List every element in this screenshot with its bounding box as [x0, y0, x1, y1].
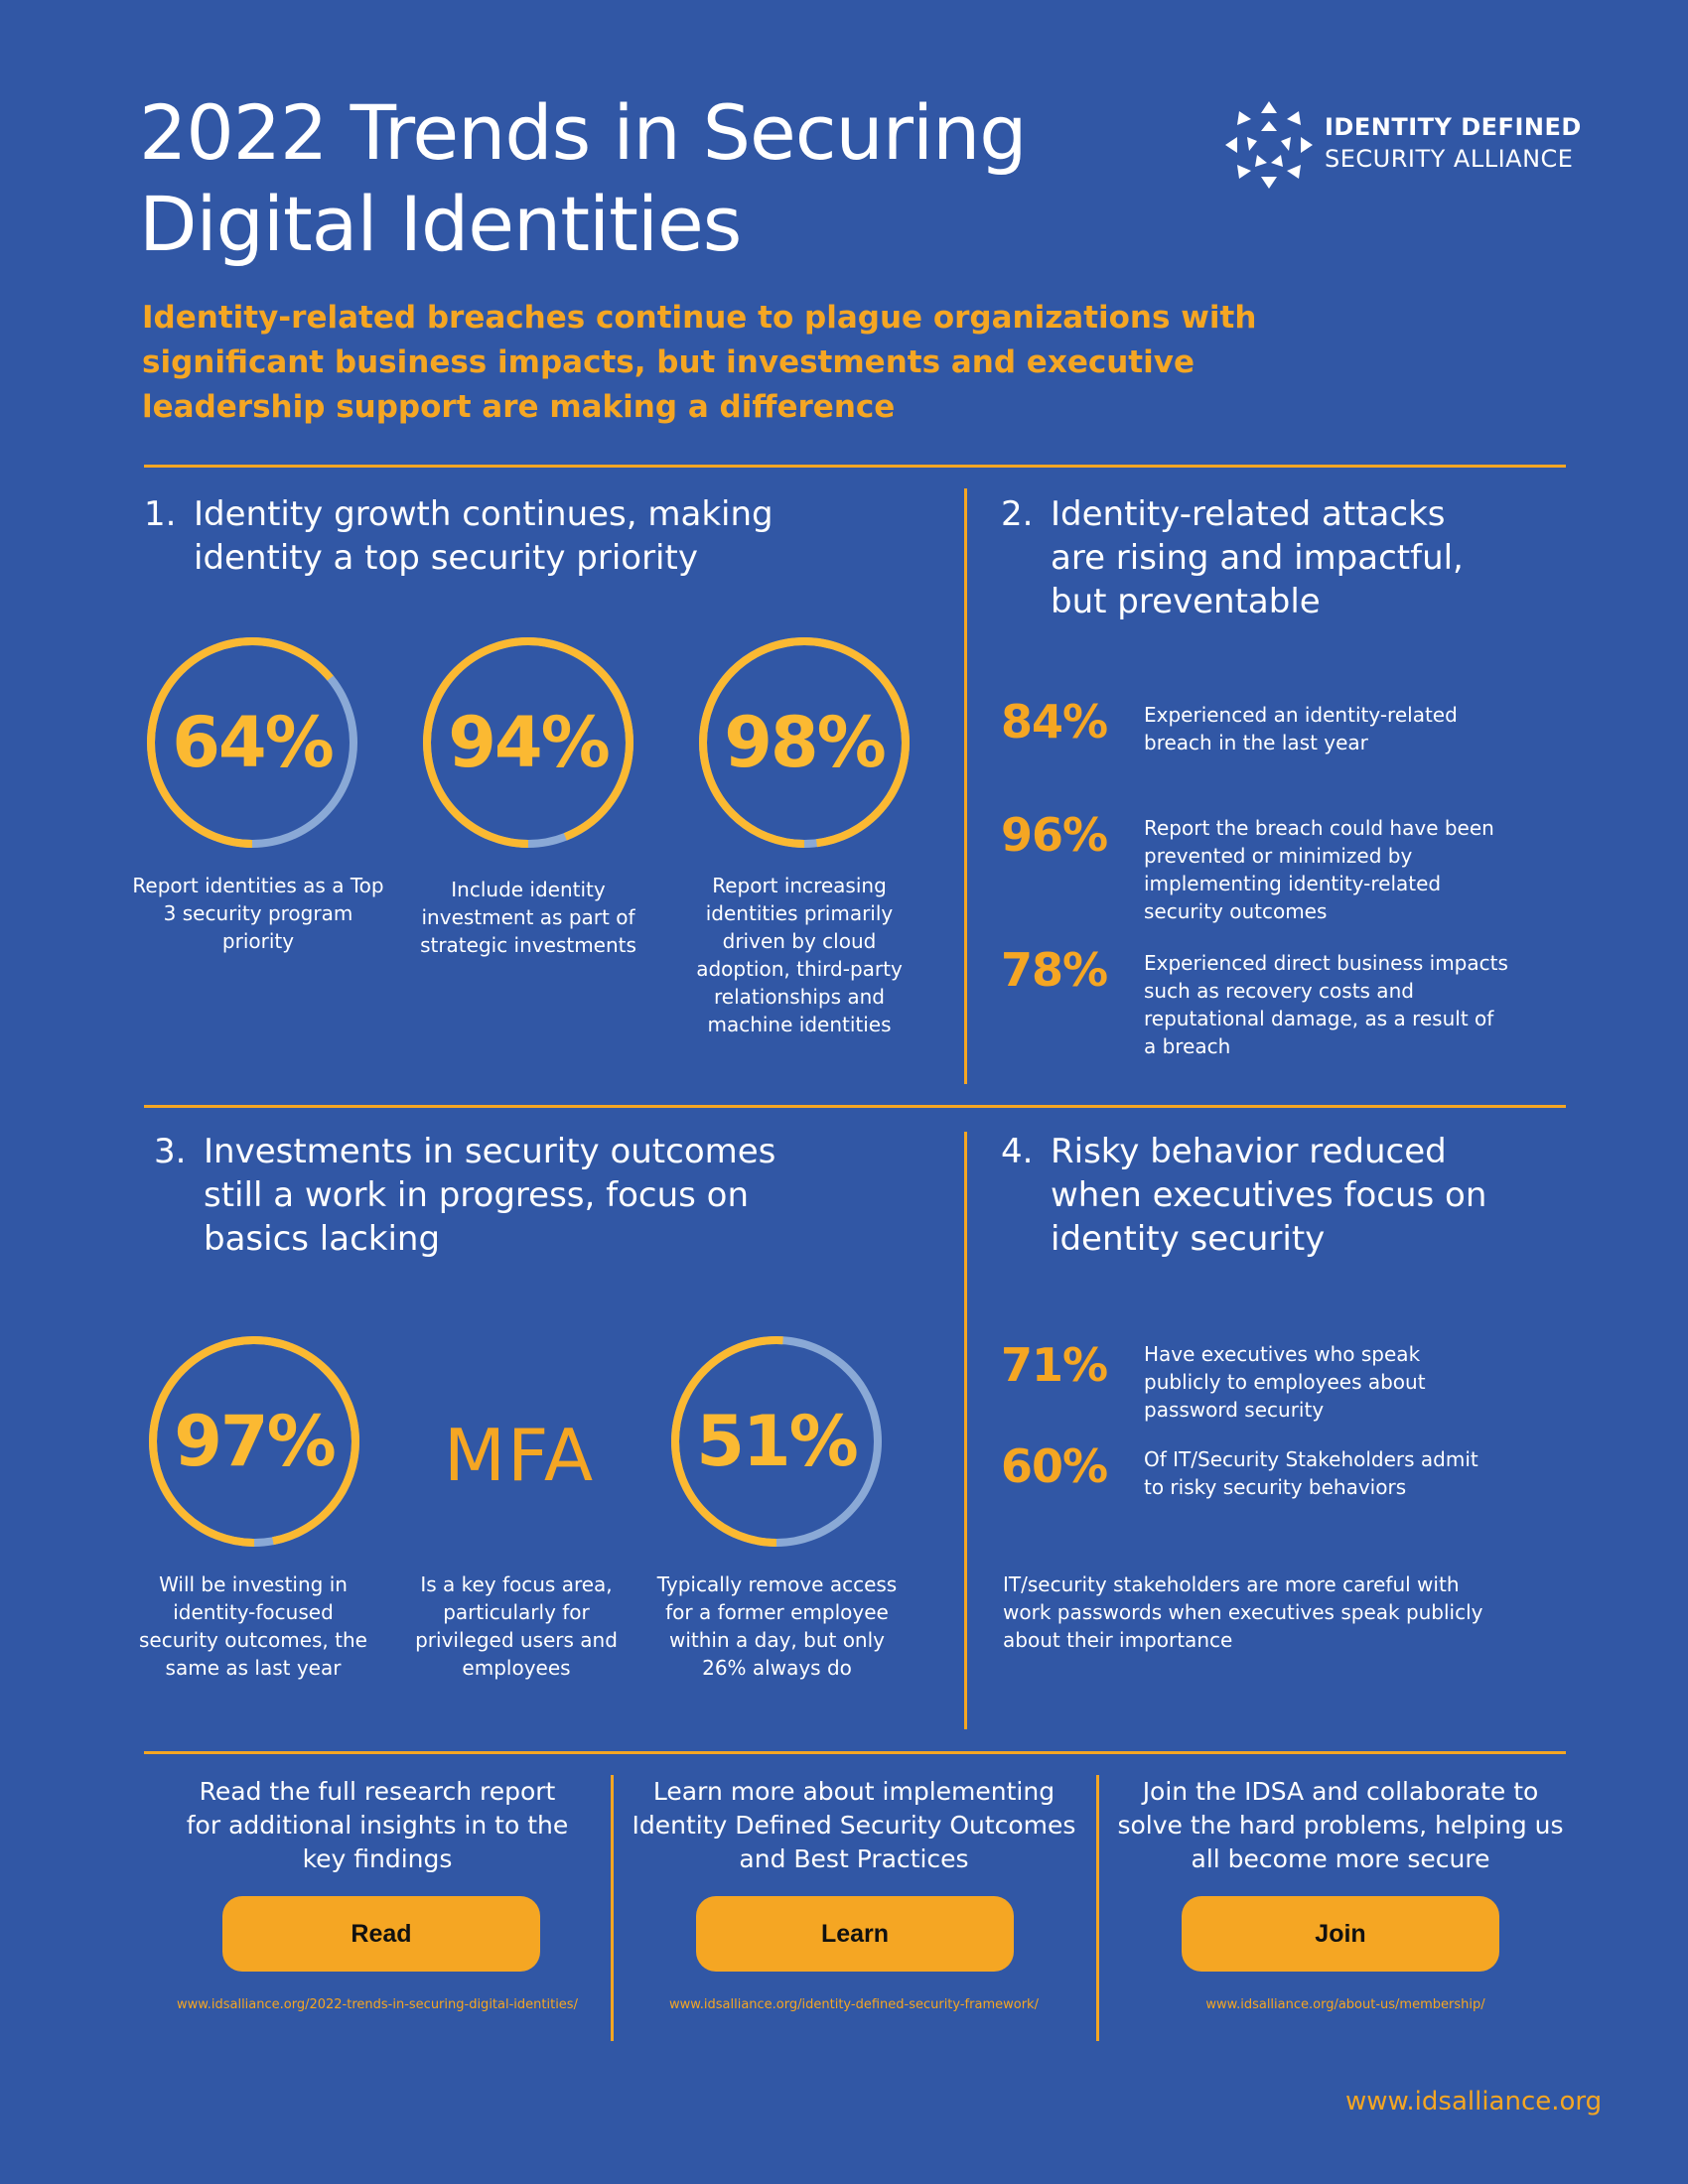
- stat-value: 96%: [1001, 808, 1108, 862]
- cta-learn-text: Learn more about implementing Identity D…: [632, 1777, 1076, 1873]
- title-line-2: Digital Identities: [139, 180, 742, 268]
- cta-read-url[interactable]: www.idsalliance.org/2022-trends-in-secur…: [177, 1997, 578, 2012]
- stat-caption: Will be investing in identity-focused se…: [139, 1572, 367, 1680]
- section-1-number: 1.: [144, 494, 177, 534]
- stat-value: 71%: [1001, 1338, 1108, 1392]
- section-2-number: 2.: [1001, 494, 1034, 534]
- section-4-title: Risky behavior reduced when executives f…: [1051, 1130, 1587, 1261]
- progress-ring-graphic: [147, 637, 357, 848]
- stat-value: 60%: [1001, 1439, 1108, 1493]
- cta-join-url[interactable]: www.idsalliance.org/about-us/membership/: [1205, 1997, 1485, 2012]
- stat-text: Have executives who speak publicly to em…: [1144, 1342, 1426, 1422]
- stat-value: 84%: [1001, 695, 1108, 749]
- divider-vertical-upper: [964, 488, 967, 1084]
- stat-ring: 94%: [421, 635, 635, 850]
- section-3-title-line-3: basics lacking: [204, 1219, 441, 1259]
- section-4-title-line-1: Risky behavior reduced: [1051, 1132, 1447, 1171]
- section-3-title: Investments in security outcomes still a…: [204, 1130, 938, 1261]
- section-3-title-line-1: Investments in security outcomes: [204, 1132, 776, 1171]
- stat-ring-value: 51%: [696, 1401, 859, 1482]
- cta-join-text: Join the IDSA and collaborate to solve t…: [1117, 1777, 1564, 1873]
- divider-cta-2: [1096, 1775, 1099, 2041]
- stat-text: Of IT/Security Stakeholders admit to ris…: [1144, 1447, 1478, 1499]
- stat-ring-value: 94%: [448, 702, 611, 783]
- learn-button[interactable]: Learn: [696, 1896, 1014, 1972]
- stat-ring: 64%: [145, 635, 359, 850]
- idsa-logo[interactable]: IDENTITY DEFINED SECURITY ALLIANCE: [1221, 97, 1599, 193]
- logo-text-line-1: IDENTITY DEFINED: [1325, 113, 1582, 141]
- divider-vertical-lower: [964, 1132, 967, 1729]
- title-line-1: 2022 Trends in Securing: [139, 88, 1027, 177]
- divider-bottom: [144, 1751, 1566, 1754]
- stat-caption: Include identity investment as part of s…: [420, 878, 636, 957]
- footer-website-link[interactable]: www.idsalliance.org: [1345, 2087, 1603, 2116]
- join-button[interactable]: Join: [1182, 1896, 1499, 1972]
- stat-caption: Is a key focus area, particularly for pr…: [415, 1572, 618, 1680]
- stat-text: Experienced an identity-related breach i…: [1144, 703, 1458, 754]
- stat-value: 78%: [1001, 943, 1108, 997]
- mfa-label: MFA: [443, 1414, 596, 1497]
- page-subtitle: Identity-related breaches continue to pl…: [142, 300, 1257, 425]
- ring-fill: [149, 1336, 359, 1547]
- stat-ring: 51%: [669, 1334, 884, 1549]
- ring-fill: [699, 637, 910, 848]
- stat-caption: Report identities as a Top 3 security pr…: [132, 874, 384, 953]
- stat-ring: 98%: [697, 635, 912, 850]
- page-title: 2022 Trends in Securing Digital Identiti…: [139, 87, 1112, 270]
- stat-caption: Report increasing identities primarily d…: [696, 874, 903, 1036]
- section-4-number: 4.: [1001, 1132, 1034, 1171]
- progress-ring-graphic: [699, 637, 910, 848]
- stat-text: Report the breach could have been preven…: [1144, 816, 1494, 923]
- section-1-title-line-1: Identity growth continues, making: [194, 494, 774, 534]
- divider-top: [144, 465, 1566, 468]
- section-2-title-line-2: are rising and impactful,: [1051, 538, 1464, 578]
- cta-learn-url[interactable]: www.idsalliance.org/identity-defined-sec…: [669, 1997, 1039, 2012]
- cta-read-text: Read the full research report for additi…: [186, 1777, 569, 1873]
- section-2-title: Identity-related attacks are rising and …: [1051, 492, 1587, 623]
- section-3-number: 3.: [154, 1132, 187, 1171]
- divider-middle: [144, 1105, 1566, 1108]
- ring-fill: [423, 637, 633, 848]
- stat-ring-value: 97%: [174, 1401, 337, 1482]
- idsa-logo-icon: [1225, 101, 1313, 189]
- progress-ring-graphic: [149, 1336, 359, 1547]
- section-2-title-line-3: but preventable: [1051, 582, 1321, 621]
- section-4-title-line-2: when executives focus on: [1051, 1175, 1487, 1215]
- section-1-title: Identity growth continues, making identi…: [194, 492, 928, 580]
- stat-caption: Typically remove access for a former emp…: [656, 1572, 898, 1680]
- divider-cta-1: [611, 1775, 614, 2041]
- progress-ring-graphic: [671, 1336, 882, 1547]
- progress-ring-graphic: [423, 637, 633, 848]
- stat-ring-value: 64%: [172, 702, 335, 783]
- stat-ring: 97%: [147, 1334, 361, 1549]
- section-2-title-line-1: Identity-related attacks: [1051, 494, 1446, 534]
- stat-text: Experienced direct business impacts such…: [1144, 951, 1508, 1058]
- stat-ring-value: 98%: [724, 702, 887, 783]
- section-4-note: IT/security stakeholders are more carefu…: [1003, 1572, 1483, 1652]
- section-3-title-line-2: still a work in progress, focus on: [204, 1175, 749, 1215]
- ring-fill: [671, 1336, 882, 1547]
- read-button[interactable]: Read: [222, 1896, 540, 1972]
- ring-fill: [147, 637, 357, 848]
- section-4-title-line-3: identity security: [1051, 1219, 1326, 1259]
- logo-text-line-2: SECURITY ALLIANCE: [1325, 145, 1574, 173]
- section-1-title-line-2: identity a top security priority: [194, 538, 698, 578]
